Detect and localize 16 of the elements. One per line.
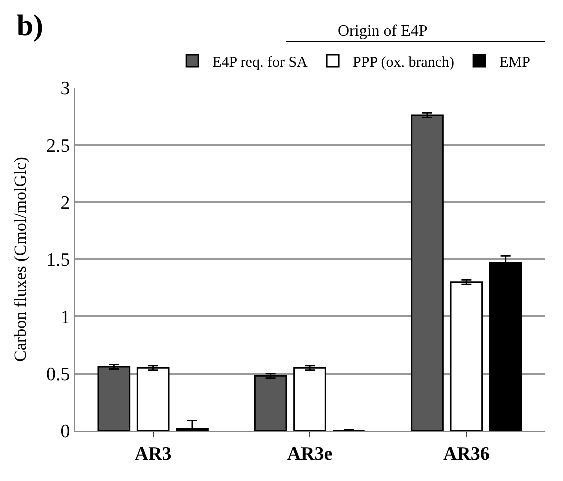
y-tick-label: 3 — [60, 78, 70, 100]
x-tick-label: AR3e — [287, 444, 333, 465]
x-tick-label: AR3 — [134, 444, 172, 465]
x-tick-label: AR36 — [443, 444, 490, 465]
legend-label: E4P req. for SA — [212, 54, 308, 71]
chart-title: b) — [16, 9, 44, 42]
y-axis-title: Carbon fluxes (Cmol/molGlc) — [11, 157, 30, 362]
y-tick-label: 2.5 — [46, 136, 70, 157]
legend-label: EMP — [500, 54, 530, 71]
y-tick-label: 0 — [60, 422, 70, 443]
y-tick-label: 0.5 — [46, 364, 70, 386]
legend-label: PPP (ox. branch) — [353, 54, 455, 71]
y-tick-label: 1 — [60, 307, 70, 328]
y-tick-label: 1.5 — [46, 250, 70, 272]
y-tick-label: 2 — [60, 192, 70, 214]
legend-title: Origin of E4P — [338, 23, 428, 40]
